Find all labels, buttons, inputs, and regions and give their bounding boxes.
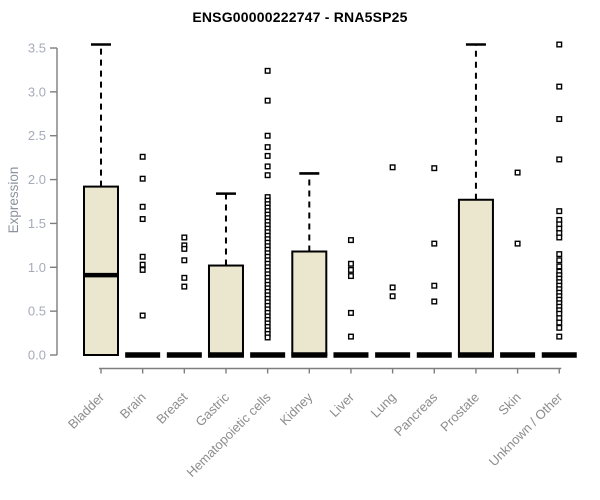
zero-bar [333, 352, 369, 358]
outlier-point [264, 132, 271, 139]
box [457, 198, 494, 356]
outlier-point [389, 284, 396, 291]
outlier-point [181, 245, 188, 252]
zero-bar [166, 352, 202, 358]
outlier-point [556, 263, 563, 270]
outlier-point [556, 83, 563, 90]
outlier-point [347, 273, 354, 280]
x-category-label: Prostate [437, 390, 482, 435]
outlier-point [347, 260, 354, 267]
outlier-point [264, 172, 271, 179]
box [83, 185, 119, 356]
outlier-point [181, 234, 188, 241]
y-tick-label: 1.5 [28, 216, 46, 231]
outlier-point [556, 333, 563, 340]
outlier-point [431, 165, 438, 172]
x-category-label: Liver [327, 389, 358, 420]
outlier-point [264, 152, 271, 159]
zero-bar [250, 352, 286, 358]
x-category-label: Lung [368, 390, 399, 421]
x-category-label: Gastric [192, 389, 232, 429]
outlier-point [431, 298, 438, 305]
outlier-point [181, 283, 188, 290]
outlier-point [347, 333, 354, 340]
outlier-point [556, 324, 563, 331]
outlier-point [556, 116, 563, 123]
outlier-point [139, 216, 146, 223]
outlier-point [556, 234, 563, 241]
y-tick-label: 3.5 [28, 41, 46, 56]
outlier-point [514, 240, 521, 247]
outlier-point [389, 293, 396, 300]
outlier-point [264, 97, 271, 104]
y-tick-label: 3.0 [28, 84, 46, 99]
outlier-point [347, 237, 354, 244]
outlier-point [556, 257, 563, 264]
outlier-point [556, 156, 563, 163]
x-category-label: Skin [495, 390, 523, 418]
outlier-point [431, 282, 438, 289]
x-category-label: Breast [153, 389, 190, 426]
y-tick-label: 2.5 [28, 128, 46, 143]
y-tick-label: 0.5 [28, 304, 46, 319]
outlier-point [431, 240, 438, 247]
x-category-label: Bladder [65, 389, 108, 432]
zero-bar [541, 352, 577, 358]
outlier-point [556, 251, 563, 258]
outlier-point [139, 266, 146, 273]
x-category-label: Unknown / Other [486, 389, 566, 469]
y-tick-label: 0.0 [28, 348, 46, 363]
zero-bar [125, 352, 161, 358]
outlier-point [347, 266, 354, 273]
x-category-label: Kidney [277, 389, 316, 428]
outlier-point [556, 319, 563, 326]
zero-bar [416, 352, 452, 358]
outlier-point [139, 261, 146, 268]
outlier-point [264, 67, 271, 74]
y-tick-label: 1.0 [28, 260, 46, 275]
outlier-point [264, 163, 271, 170]
zero-bar [375, 352, 411, 358]
outlier-point [264, 334, 271, 341]
zero-bar [500, 352, 536, 358]
x-category-label: Pancreas [391, 389, 441, 439]
outlier-point [181, 274, 188, 281]
outlier-point [556, 41, 563, 48]
outlier-point [139, 253, 146, 260]
x-category-label: Brain [117, 390, 149, 422]
y-tick-label: 2.0 [28, 172, 46, 187]
box [207, 264, 244, 356]
outlier-point [347, 309, 354, 316]
outlier-point [139, 312, 146, 319]
chart-title: ENSG00000222747 - RNA5SP25 [192, 9, 408, 25]
box [291, 250, 328, 356]
outlier-point [389, 164, 396, 171]
outlier-point [139, 153, 146, 160]
outlier-point [264, 144, 271, 151]
outlier-point [181, 257, 188, 264]
outlier-point [556, 208, 563, 215]
outlier-point [139, 175, 146, 182]
outlier-point [514, 169, 521, 176]
outlier-point [139, 203, 146, 210]
